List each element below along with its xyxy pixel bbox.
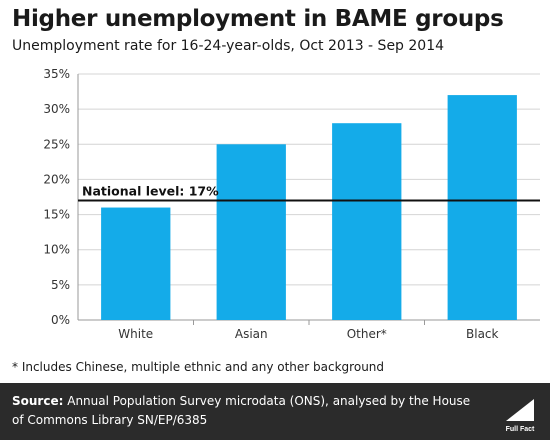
x-tick-label: White: [118, 327, 153, 341]
y-tick-label: 15%: [43, 208, 70, 222]
y-tick-label: 20%: [43, 172, 70, 186]
x-tick-label: Black: [466, 327, 499, 341]
bar-other: [332, 123, 402, 320]
bar-white: [101, 207, 171, 320]
national-level-label: National level: 17%: [82, 184, 219, 199]
footnote: * Includes Chinese, multiple ethnic and …: [12, 360, 385, 374]
y-tick-label: 5%: [51, 278, 70, 292]
chart-subtitle: Unemployment rate for 16-24-year-olds, O…: [12, 38, 445, 54]
source-footer: Source: Annual Population Survey microda…: [0, 383, 550, 440]
full-fact-logo-icon: Full Fact: [506, 399, 535, 433]
source-body: Annual Population Survey microdata (ONS)…: [12, 394, 471, 427]
source-label: Source:: [12, 394, 64, 408]
x-tick-label: Asian: [235, 327, 268, 341]
x-tick-label: Other*: [347, 327, 387, 341]
bar-black: [447, 95, 517, 320]
bar-asian: [216, 144, 286, 320]
y-tick-label: 0%: [51, 313, 70, 327]
y-tick-label: 30%: [43, 102, 70, 116]
y-tick-label: 25%: [43, 137, 70, 151]
y-tick-label: 35%: [43, 67, 70, 81]
source-text: Source: Annual Population Survey microda…: [12, 392, 482, 430]
bar-chart: 0% 5% 10% 15% 20% 25% 30% 35% White Asian Other* Bl…: [43, 67, 540, 341]
y-tick-label: 10%: [43, 243, 70, 257]
chart-title: Higher unemployment in BAME groups: [12, 6, 504, 32]
svg-text:Full Fact: Full Fact: [506, 426, 535, 433]
